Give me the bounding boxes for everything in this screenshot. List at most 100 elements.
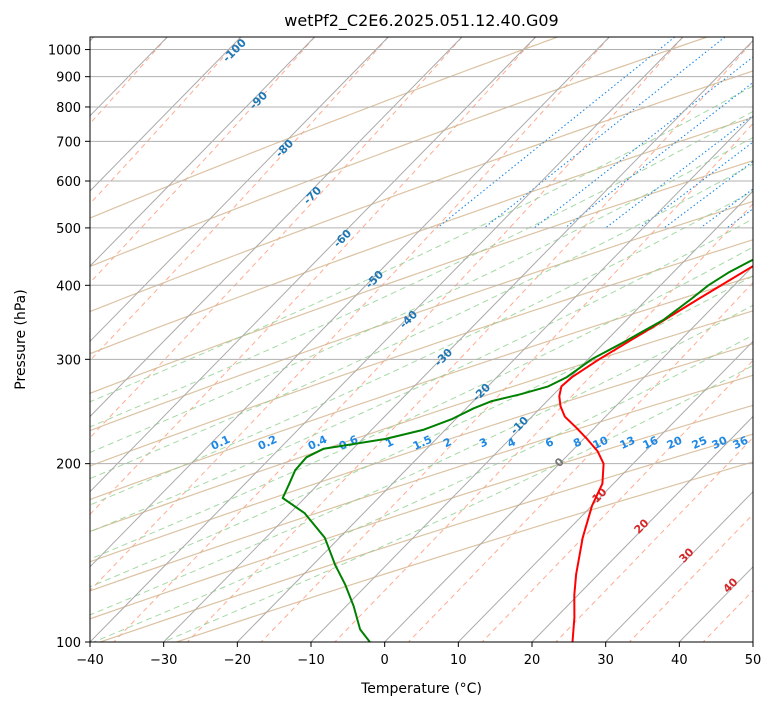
isotherm-dashed-line [187,40,753,642]
isotherm-label: 20 [632,516,652,536]
mixing-ratio-line [483,37,726,229]
skewed-isotherm-line [605,490,753,642]
mixing-ratio-label: 36 [731,434,751,452]
dry-adiabat-line [90,200,753,432]
y-tick-label: 700 [56,135,81,150]
mixing-ratio-label: 1.5 [411,433,434,453]
y-tick-label: 300 [56,353,81,368]
x-tick-label: −30 [150,653,177,668]
temperature-profile-line [558,264,753,642]
mixing-ratio-label: 0.4 [306,433,329,453]
isotherm-label: -60 [331,227,354,250]
mixing-ratio-label: 3 [477,435,489,450]
dry-adiabat-line [90,310,753,533]
mixing-ratio-line [766,37,775,228]
mixing-ratio-label: 0.2 [256,433,279,453]
mixing-ratio-label: 20 [665,434,685,452]
mixing-ratio-label: 25 [690,434,709,452]
plot-frame [89,36,754,643]
isotherm-dashed-line [702,589,753,642]
moist-adiabat-line [90,246,753,560]
x-tick-label: 40 [671,653,688,668]
moist-adiabat-line [90,110,753,428]
skewed-isotherm-line [90,37,389,343]
isotherm-dashed-line [90,37,389,362]
dry-adiabat-line [90,343,753,563]
moist-adiabat-line [90,218,753,533]
mixing-ratio-line [437,37,676,229]
skewed-isotherm-line [457,340,753,642]
chart-title: wetPf2_C2E6.2025.051.12.40.G09 [284,11,558,31]
isotherm-dashed-line [113,37,684,642]
x-tick-label: −40 [76,653,103,668]
y-axis: 1000 900 800 700 600 500 400 300 200 100 [48,44,90,651]
skewed-isotherm-line [90,37,536,493]
isotherm-label: -40 [397,308,420,331]
isotherm-label: -100 [220,36,249,65]
x-axis-label: Temperature (°C) [360,681,482,697]
x-tick-label: 30 [597,653,614,668]
isotherm-dashed-line [90,37,610,592]
x-tick-label: 20 [524,653,541,668]
skewed-isotherm-line [90,37,242,192]
moist-adiabat-line [90,304,753,616]
skewed-isotherm-line [310,190,753,642]
dewpoint-profile-line [281,258,753,642]
y-tick-label: 600 [56,175,81,190]
dry-adiabat-line [90,70,753,313]
isotherm-dashed-line [90,37,463,439]
y-axis-label: Pressure (hPa) [13,289,29,389]
y-tick-label: 100 [56,636,81,651]
isotherm-dashed-line [555,436,753,642]
dry-adiabat-line [90,37,708,268]
isotherm-dashed-line [90,37,536,516]
y-tick-label: 400 [56,279,81,294]
moist-adiabat-line [93,334,753,642]
mixing-ratio-label: 8 [571,435,583,450]
isotherm-label: -10 [508,414,531,437]
isotherm-label: -70 [301,184,324,207]
isotherm-dashed-line [260,122,753,642]
skewed-isotherm-line [90,37,684,642]
skewed-isotherm-line [236,115,753,642]
mixing-ratio-line [663,160,753,229]
background-lines [90,37,775,642]
isotherm-label: 40 [721,575,741,595]
moist-adiabat-line [90,163,753,480]
isotherm-dashed-line [90,37,242,205]
moist-adiabat-line [90,85,753,403]
y-tick-label: 800 [56,101,81,116]
y-tick-label: 1000 [48,44,81,59]
dry-adiabat-line [90,374,753,592]
skewed-isotherm-line [90,37,315,267]
mixing-ratio-line [564,81,753,229]
skewed-isotherm-line [163,39,753,642]
skewed-isotherm-line [90,37,463,418]
mixing-ratio-label: 6 [543,435,556,450]
isotherm-dashed-line [90,37,168,125]
skewed-isotherm-line [531,415,753,642]
y-tick-label: 500 [56,222,81,237]
isotherm-dashed-line [90,37,315,284]
skewed-isotherm-line [90,37,610,568]
skewed-isotherm-line [752,641,753,642]
x-axis: −40 −30 −20 −10 0 10 20 30 40 50 [76,642,761,668]
mixing-ratio-label: 2 [441,435,453,450]
y-tick-label: 900 [56,71,81,86]
isotherm-label: -50 [363,268,386,291]
mixing-ratio-label: 13 [618,434,637,452]
isotherm-label: -80 [273,137,296,160]
mixing-ratio-label: 16 [641,434,661,452]
x-tick-label: 50 [745,653,762,668]
mixing-ratio-line [726,208,753,229]
dry-adiabat-line [90,239,753,467]
isotherm-label: -30 [432,346,455,369]
y-tick-label: 200 [56,458,81,473]
mixing-ratio-label: 30 [710,434,730,452]
x-tick-label: −10 [297,653,324,668]
isotherm-label: 30 [677,545,697,565]
skewed-isotherm-line [384,265,753,642]
x-tick-label: 0 [381,653,389,668]
profile-series [281,258,753,642]
